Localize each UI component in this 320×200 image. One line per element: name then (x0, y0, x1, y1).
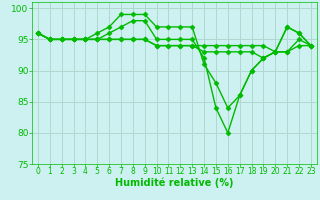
X-axis label: Humidité relative (%): Humidité relative (%) (115, 178, 234, 188)
